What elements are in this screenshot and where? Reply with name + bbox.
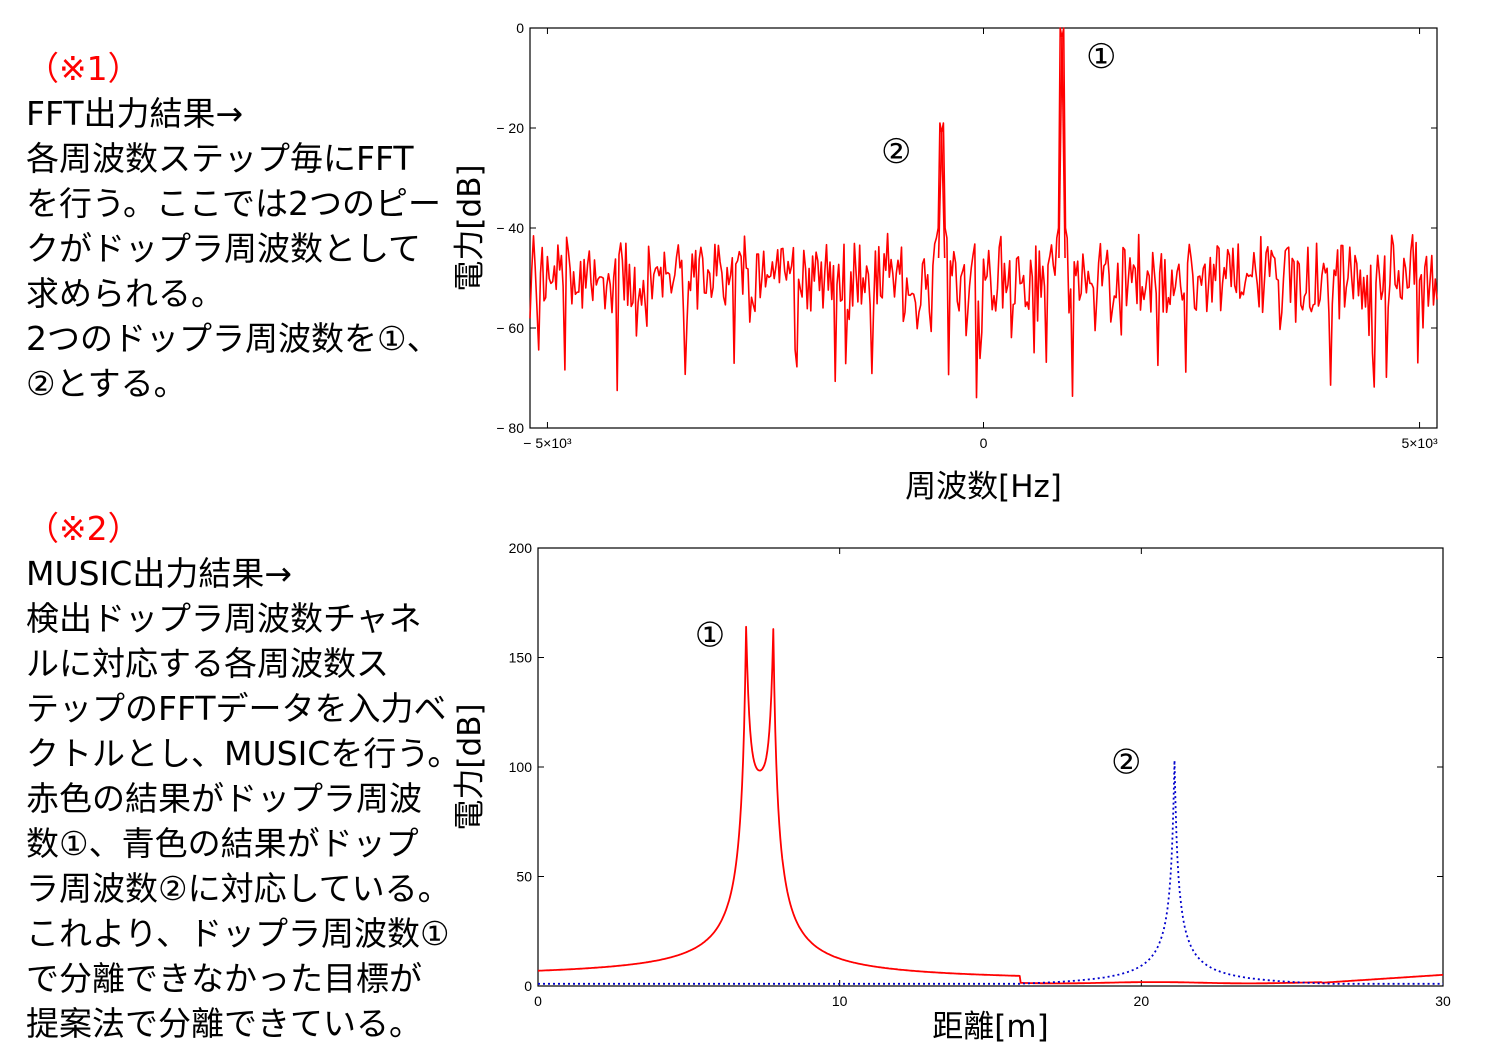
note-music-line: 検出ドップラ周波数チャネ [26, 599, 422, 638]
music-red-series-line [538, 625, 1444, 985]
peak-marker: ① [1086, 37, 1116, 77]
y-tick-label: 0 [516, 20, 524, 36]
y-tick-label: − 20 [496, 120, 524, 136]
y-tick-label: − 40 [496, 220, 524, 236]
x-tick-label: 20 [1134, 993, 1150, 1009]
fft-chart: − 5×10³ 0 5×10³ 0 − 20 − 40 − 60 − 80 周波数[Hz] 電力[… [452, 20, 1438, 505]
music-blue-series-line [538, 760, 1443, 985]
note-music: （※2） MUSIC出力結果→ 検出ドップラ周波数チャネ ルに対応する各周波数ス… [26, 506, 460, 1046]
y-tick-label: − 60 [496, 320, 524, 336]
note-music-line: 提案法で分離できている。 [26, 1004, 422, 1043]
peak-marker: ② [881, 132, 911, 172]
note-music-line: ルに対応する各周波数ス [26, 644, 389, 683]
note-fft-line: 各周波数ステップ毎にFFT [26, 139, 414, 178]
note-music-line: 赤色の結果がドップラ周波 [26, 779, 422, 818]
plot-frame [529, 27, 1438, 429]
plot-frame [537, 547, 1444, 987]
x-tick-label: 0 [534, 993, 542, 1009]
note-fft-line: 2つのドップラ周波数を①、 [26, 319, 440, 358]
x-axis-title: 距離[m] [932, 1009, 1048, 1045]
music-chart: 0 10 20 30 0 50 100 150 200 距離[m] 電力[dB] ① ② [452, 540, 1451, 1045]
note-fft-line: を行う。ここでは2つのピー [26, 184, 442, 223]
y-axis-title: 電力[dB] [452, 703, 488, 830]
y-tick-label: 150 [509, 650, 533, 666]
note-fft-tag: （※1） [26, 49, 141, 88]
fft-peak-fall [1061, 37, 1066, 259]
x-tick-label: 30 [1435, 993, 1451, 1009]
fft-peak-rise [1058, 37, 1063, 259]
note-music-tag: （※2） [26, 509, 141, 548]
note-music-line: テップのFFTデータを入力ベ [26, 689, 447, 728]
note-music-line: 数①、青色の結果がドップ [26, 824, 419, 863]
note-music-line: クトルとし、MUSICを行う。 [26, 734, 461, 773]
note-fft: （※1） FFT出力結果→ 各周波数ステップ毎にFFT を行う。ここでは2つのピ… [26, 46, 441, 406]
fft-peak-fall [940, 132, 946, 259]
fft-peak-rise [937, 132, 943, 259]
x-tick-label: 5×10³ [1401, 435, 1438, 451]
peak-marker: ① [695, 616, 725, 656]
note-music-line: ラ周波数②に対応している。 [26, 869, 451, 908]
y-tick-label: 0 [524, 978, 532, 994]
y-tick-label: 50 [516, 869, 532, 885]
y-tick-label: − 80 [496, 420, 524, 436]
y-axis-title: 電力[dB] [452, 164, 488, 291]
note-fft-line: ②とする。 [26, 364, 187, 403]
x-tick-label: 10 [832, 993, 848, 1009]
note-music-line: で分離できなかった目標が [26, 959, 422, 998]
peak-marker: ② [1111, 743, 1141, 783]
note-music-line: これより、ドップラ周波数① [26, 914, 450, 953]
y-tick-label: 100 [509, 759, 533, 775]
x-tick-label: 0 [980, 435, 988, 451]
note-fft-line: クがドップラ周波数として [26, 229, 422, 268]
note-fft-line: 求められる。 [26, 274, 224, 313]
note-music-line: MUSIC出力結果→ [26, 554, 292, 593]
x-tick-label: − 5×10³ [523, 435, 572, 451]
fft-series-line [529, 27, 1438, 399]
x-axis-title: 周波数[Hz] [905, 469, 1062, 505]
note-fft-line: FFT出力結果→ [26, 94, 244, 133]
y-tick-label: 200 [509, 540, 533, 556]
